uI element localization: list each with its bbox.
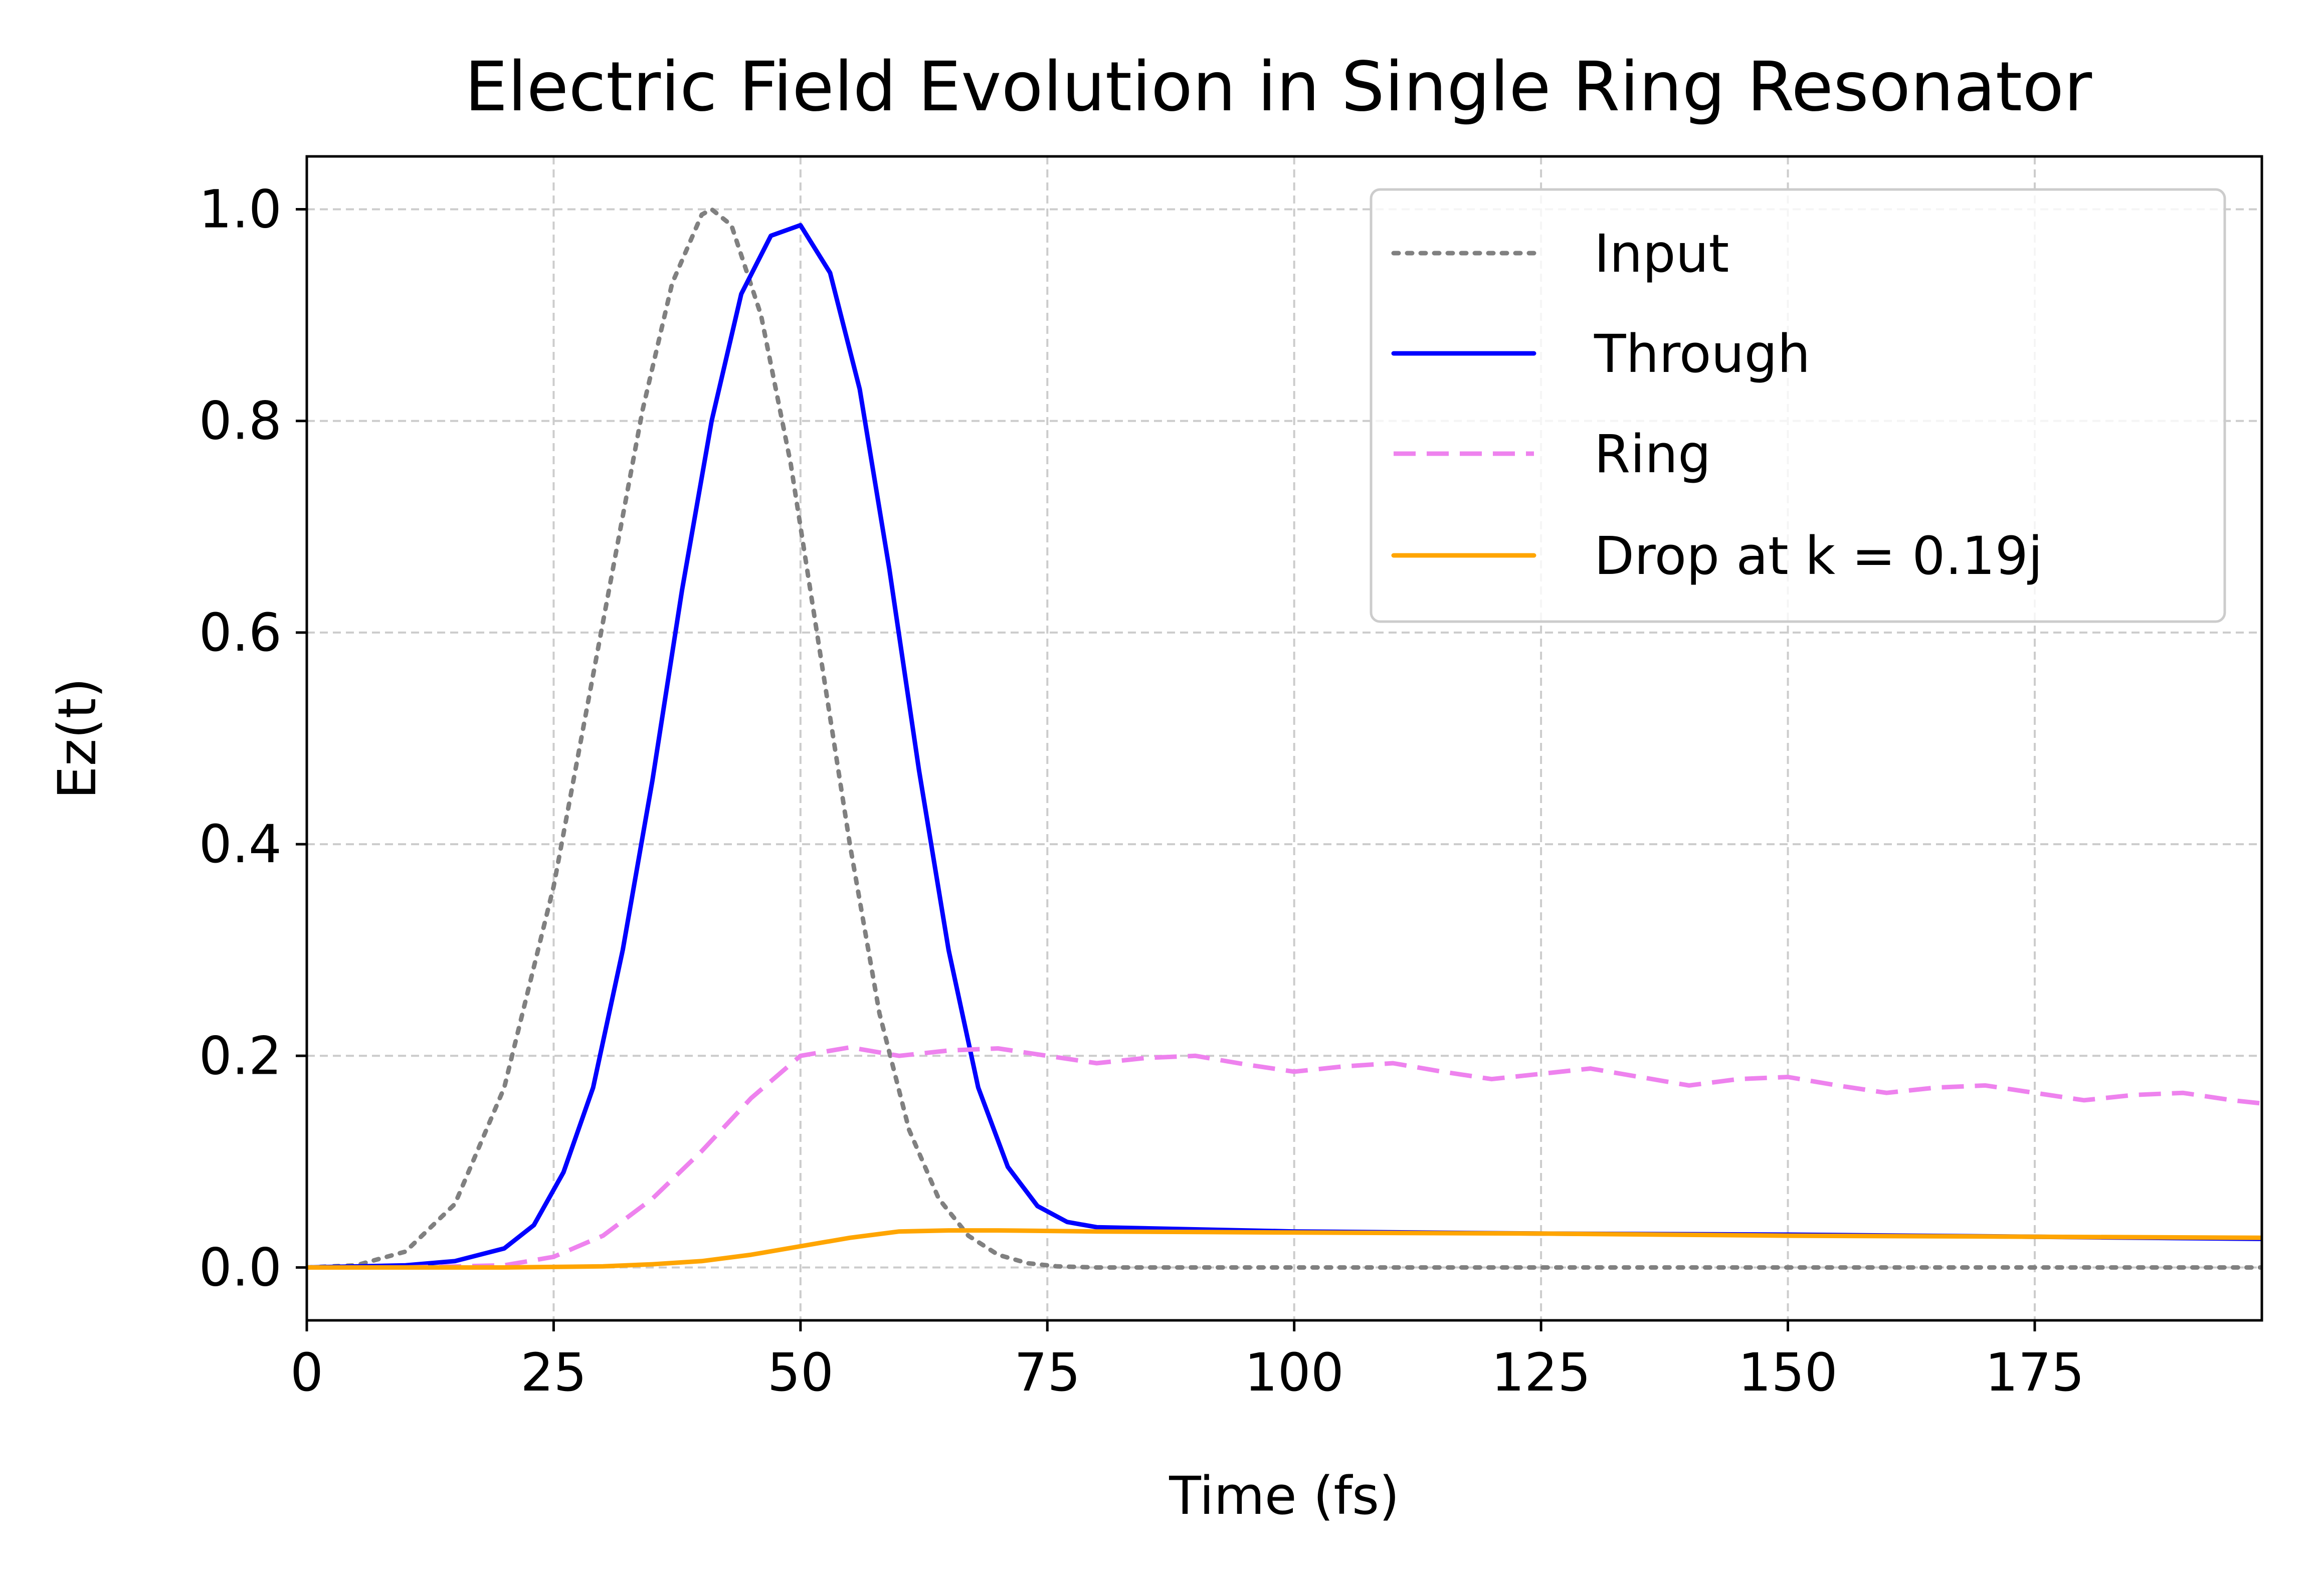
series-line-drop bbox=[307, 1228, 2262, 1270]
y-tick-label: 0.2 bbox=[199, 1025, 282, 1086]
x-axis-label: Time (fs) bbox=[1169, 1465, 1400, 1526]
legend: Input Through Ring Drop at k = 0.19j bbox=[1370, 188, 2226, 623]
x-tick-label: 25 bbox=[520, 1342, 587, 1403]
x-tick-label: 100 bbox=[1244, 1342, 1344, 1403]
x-tick-label: 0 bbox=[290, 1342, 323, 1403]
y-tick-label: 0.4 bbox=[199, 814, 282, 875]
y-tick-label: 0.0 bbox=[199, 1237, 282, 1298]
plot-frame bbox=[305, 155, 2263, 1322]
x-tick-label: 125 bbox=[1491, 1342, 1591, 1403]
chart-title: Electric Field Evolution in Single Ring … bbox=[465, 48, 2092, 127]
y-tick-label: 0.6 bbox=[199, 602, 282, 663]
x-tick-label: 75 bbox=[1014, 1342, 1080, 1403]
x-tick-label: 175 bbox=[1985, 1342, 2085, 1403]
legend-label: Through bbox=[1594, 323, 1810, 384]
legend-label: Input bbox=[1594, 223, 1729, 284]
y-axis-label: Ez(t) bbox=[47, 678, 108, 799]
y-tick-label: 1.0 bbox=[199, 179, 282, 240]
x-tick-label: 150 bbox=[1738, 1342, 1838, 1403]
axis-ticks: 0 25 50 75 100 125 150 175 0.0 0.2 0.4 0.6 0.8 1.0 bbox=[199, 179, 2085, 1403]
series-line-input bbox=[307, 207, 2262, 1270]
y-tick-label: 0.8 bbox=[199, 390, 282, 452]
series-lines bbox=[307, 207, 2262, 1270]
x-tick-label: 50 bbox=[767, 1342, 834, 1403]
legend-label: Drop at k = 0.19j bbox=[1594, 525, 2043, 586]
legend-frame bbox=[1370, 188, 2226, 623]
series-line-through bbox=[307, 223, 2262, 1270]
legend-label: Ring bbox=[1594, 424, 1711, 485]
